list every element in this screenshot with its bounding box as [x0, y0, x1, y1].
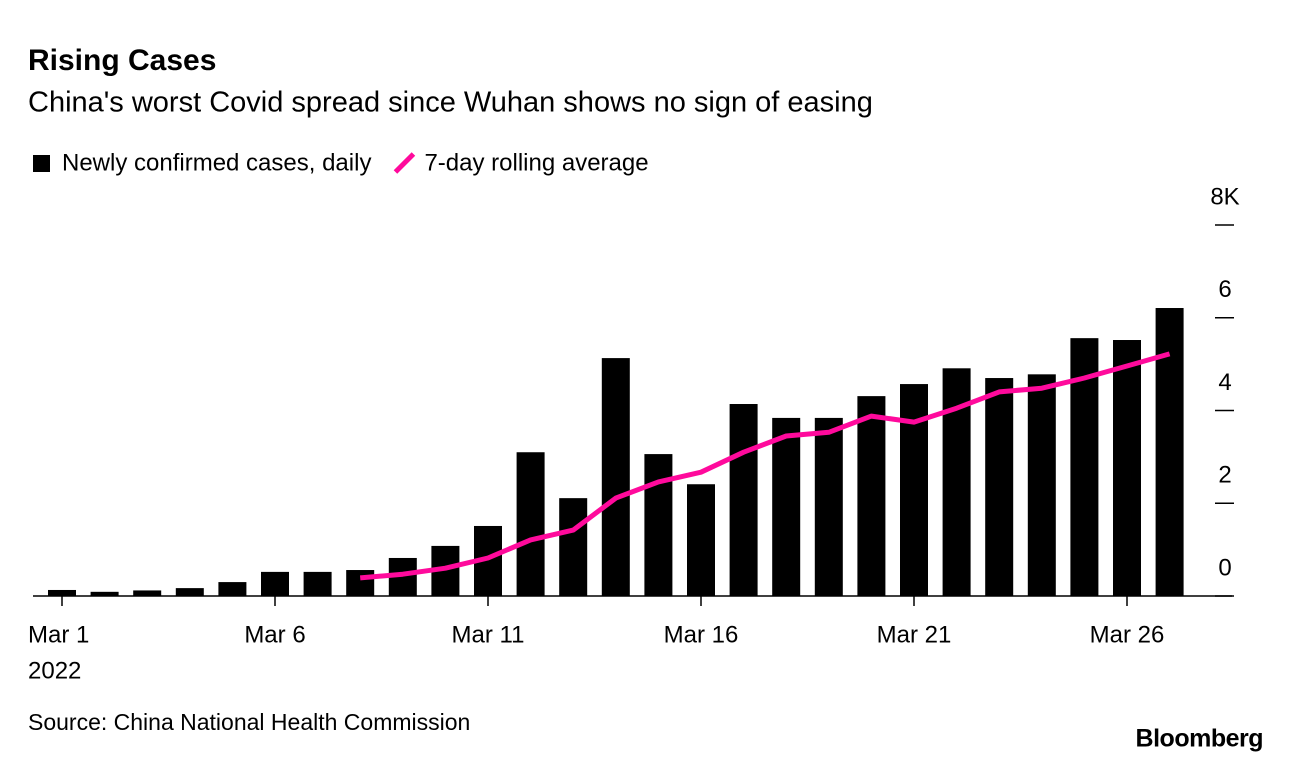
y-tick-label: 4 — [1218, 369, 1231, 396]
bar — [303, 571, 332, 596]
bar — [218, 582, 247, 596]
bar — [857, 396, 886, 596]
legend-swatch — [33, 155, 50, 172]
bar — [175, 588, 204, 596]
bar — [1113, 340, 1141, 596]
legend-label: 7-day rolling average — [424, 149, 648, 176]
bar — [814, 417, 843, 596]
bar — [1155, 308, 1184, 596]
source: Source: China National Health Commission — [28, 709, 470, 735]
bar — [261, 571, 289, 596]
y-tick-label: 0 — [1218, 554, 1231, 581]
brand-logo: Bloomberg — [1136, 725, 1263, 753]
chart-subtitle: China's worst Covid spread since Wuhan s… — [28, 87, 873, 119]
y-tick-label: 8K — [1210, 183, 1239, 210]
bar — [985, 378, 1014, 596]
y-tick-label: 2 — [1218, 462, 1231, 489]
x-year-label: 2022 — [28, 657, 81, 684]
x-tick-label: Mar 26 — [1090, 621, 1165, 648]
bar — [133, 590, 162, 596]
legend-label: Newly confirmed cases, daily — [62, 149, 371, 176]
legend-swatch — [393, 152, 416, 174]
bar — [559, 498, 588, 596]
bar — [729, 404, 758, 596]
x-tick-label: Mar 21 — [877, 621, 952, 648]
chart-title: Rising Cases — [28, 44, 216, 77]
bar — [772, 417, 801, 596]
bar — [900, 384, 928, 596]
bar — [687, 484, 715, 596]
bar — [48, 589, 76, 596]
y-tick-label: 6 — [1218, 276, 1231, 303]
bar — [90, 591, 119, 596]
x-tick-label: Mar 11 — [452, 621, 525, 648]
bar — [601, 358, 630, 596]
bar — [346, 570, 375, 596]
x-tick-label: Mar 16 — [664, 621, 739, 648]
bar — [644, 454, 673, 596]
bar — [516, 452, 545, 596]
x-tick-label: Mar 6 — [244, 621, 305, 648]
x-tick-label: Mar 1 — [28, 621, 89, 648]
line — [359, 351, 1171, 581]
bar — [1027, 374, 1056, 596]
